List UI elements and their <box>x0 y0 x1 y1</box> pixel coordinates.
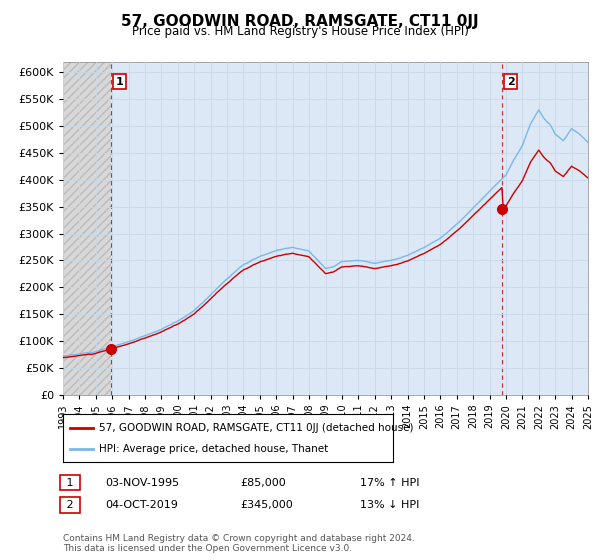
Text: 1: 1 <box>116 77 124 87</box>
Text: 57, GOODWIN ROAD, RAMSGATE, CT11 0JJ: 57, GOODWIN ROAD, RAMSGATE, CT11 0JJ <box>121 14 479 29</box>
Text: Contains HM Land Registry data © Crown copyright and database right 2024.
This d: Contains HM Land Registry data © Crown c… <box>63 534 415 553</box>
Text: 17% ↑ HPI: 17% ↑ HPI <box>360 478 419 488</box>
Text: 03-NOV-1995: 03-NOV-1995 <box>105 478 179 488</box>
Text: £345,000: £345,000 <box>240 500 293 510</box>
Text: 2: 2 <box>63 500 77 510</box>
Text: £85,000: £85,000 <box>240 478 286 488</box>
Text: HPI: Average price, detached house, Thanet: HPI: Average price, detached house, Than… <box>100 444 329 454</box>
Text: 1: 1 <box>63 478 77 488</box>
Text: 57, GOODWIN ROAD, RAMSGATE, CT11 0JJ (detached house): 57, GOODWIN ROAD, RAMSGATE, CT11 0JJ (de… <box>100 423 414 433</box>
Text: Price paid vs. HM Land Registry's House Price Index (HPI): Price paid vs. HM Land Registry's House … <box>131 25 469 38</box>
Text: 04-OCT-2019: 04-OCT-2019 <box>105 500 178 510</box>
Polygon shape <box>63 62 111 395</box>
Text: 13% ↓ HPI: 13% ↓ HPI <box>360 500 419 510</box>
Text: 2: 2 <box>507 77 515 87</box>
